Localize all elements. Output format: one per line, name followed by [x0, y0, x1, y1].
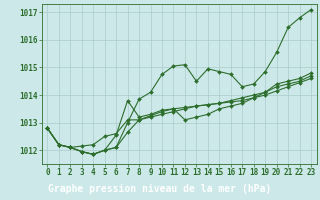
Text: Graphe pression niveau de la mer (hPa): Graphe pression niveau de la mer (hPa): [48, 184, 272, 194]
